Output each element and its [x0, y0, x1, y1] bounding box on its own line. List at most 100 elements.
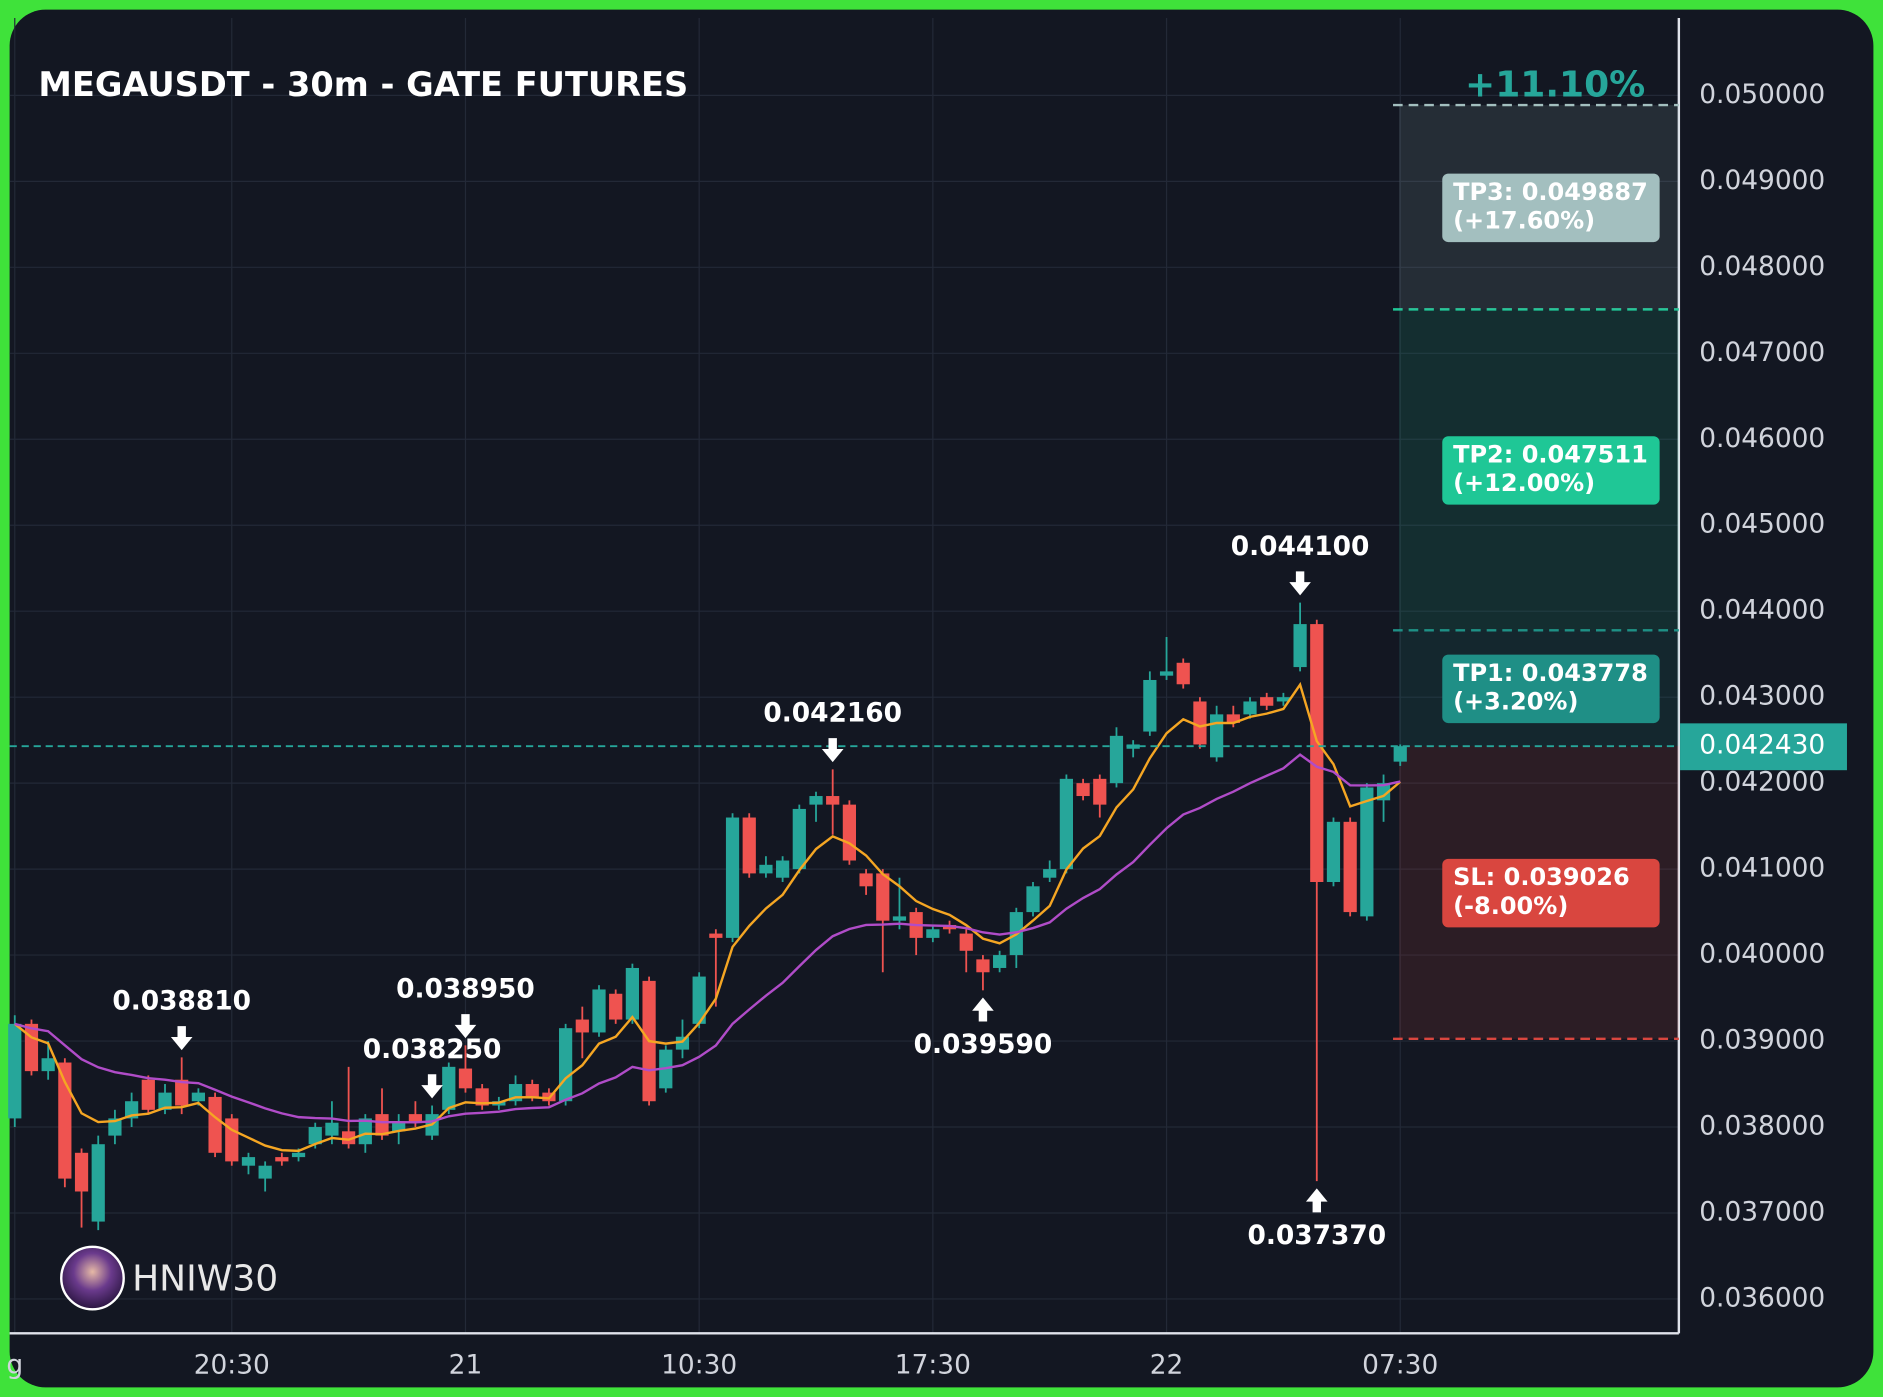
annotation-arrow	[170, 1026, 193, 1051]
candle-body	[208, 1096, 222, 1153]
candle-body	[842, 804, 856, 861]
y-tick-label: 0.037000	[1699, 1196, 1825, 1227]
candle-body	[358, 1118, 372, 1145]
candle-body	[191, 1092, 205, 1102]
candle-body	[592, 989, 606, 1033]
level-note: (+3.20%)	[1453, 688, 1578, 716]
candle-body	[158, 1092, 172, 1110]
candle-body	[325, 1122, 339, 1136]
moving-average	[14, 681, 1402, 1153]
candle-body	[1143, 679, 1157, 732]
candle-body	[1276, 697, 1290, 702]
y-tick-label: 0.046000	[1699, 423, 1825, 454]
level-label: TP3: 0.049887	[1453, 178, 1648, 206]
level-box	[1442, 654, 1660, 724]
candle-body	[175, 1079, 189, 1106]
candle-body	[1326, 821, 1341, 883]
candle-body	[375, 1114, 389, 1136]
annotation-arrow	[1305, 1188, 1328, 1213]
candle-body	[442, 1066, 456, 1110]
level-label: TP1: 0.043778	[1453, 659, 1648, 687]
candle-body	[342, 1131, 356, 1145]
last-price-label: 0.042430	[1699, 730, 1825, 761]
candle-body	[1026, 886, 1040, 913]
y-tick-label: 0.043000	[1699, 681, 1825, 712]
candle-body	[1109, 735, 1124, 784]
y-tick-label: 0.040000	[1699, 939, 1825, 970]
candle-body	[24, 1023, 39, 1072]
candle-body	[225, 1118, 239, 1162]
candle-body	[625, 967, 639, 1020]
x-tick-label: 20:30	[194, 1349, 270, 1380]
candle-body	[876, 873, 890, 921]
x-tick-label: 22	[1150, 1349, 1184, 1380]
candle-body	[976, 959, 990, 973]
candle-body	[41, 1058, 55, 1072]
level-box	[1442, 436, 1660, 505]
candle-body	[792, 808, 806, 870]
x-tick-label: 07:30	[1362, 1349, 1438, 1380]
candle-body	[1043, 869, 1057, 878]
annotation-label: 0.044100	[1231, 531, 1370, 562]
candle-body	[1293, 624, 1307, 668]
candle-body	[993, 955, 1007, 968]
candle-body	[776, 860, 790, 878]
candle-body	[308, 1127, 322, 1145]
candle-body	[942, 924, 957, 930]
candle-body	[709, 933, 723, 938]
candle-body	[575, 1019, 589, 1033]
x-tick-label: 21	[449, 1349, 483, 1380]
level-label: TP2: 0.047511	[1453, 440, 1648, 468]
candle-body	[609, 993, 623, 1020]
candle-body	[1360, 787, 1374, 917]
level-note: (+17.60%)	[1453, 207, 1595, 235]
candle-body	[392, 1122, 406, 1132]
watermark-avatar	[60, 1245, 125, 1311]
candle-body	[141, 1079, 155, 1110]
level-label: SL: 0.039026	[1453, 863, 1630, 891]
x-tick-label: 17:30	[895, 1349, 971, 1380]
y-tick-label: 0.036000	[1699, 1282, 1825, 1313]
annotation-arrow	[421, 1074, 443, 1099]
y-tick-label: 0.047000	[1699, 337, 1825, 368]
candle-body	[1076, 783, 1090, 797]
level-box	[1442, 173, 1660, 243]
annotation-arrow	[1289, 571, 1311, 596]
candle-body	[1310, 624, 1324, 883]
candle-body	[1243, 701, 1257, 715]
candle-body	[809, 796, 823, 805]
candle-body	[742, 817, 756, 874]
watermark: HNIW30	[132, 1258, 278, 1299]
candle-body	[1193, 701, 1207, 745]
y-tick-label: 0.038000	[1699, 1111, 1825, 1142]
y-tick-label: 0.050000	[1699, 79, 1825, 110]
candle-body	[1159, 671, 1174, 676]
y-tick-label: 0.039000	[1699, 1025, 1825, 1056]
candle-body	[675, 1036, 690, 1050]
chart-title: MEGAUSDT - 30m - GATE FUTURES	[38, 65, 688, 104]
candle-body	[892, 916, 907, 921]
candle-body	[1343, 821, 1357, 913]
annotation-label: 0.038950	[396, 974, 535, 1005]
annotation-label: 0.037370	[1247, 1220, 1386, 1251]
x-tick-label: 10:30	[661, 1349, 737, 1380]
candle-body	[458, 1068, 473, 1089]
candle-body	[1093, 778, 1107, 805]
y-tick-label: 0.041000	[1699, 853, 1825, 884]
chart-background	[9, 9, 1874, 1388]
candle-body	[692, 976, 706, 1024]
y-tick-label: 0.042000	[1699, 767, 1825, 798]
annotation-arrow	[454, 1014, 477, 1039]
y-tick-label: 0.045000	[1699, 509, 1825, 540]
y-tick-label: 0.049000	[1699, 165, 1825, 196]
candle-body	[275, 1157, 289, 1162]
annotation-label: 0.038810	[112, 986, 251, 1017]
candle-body	[1059, 778, 1073, 870]
level-note: (-8.00%)	[1453, 892, 1568, 920]
candle-body	[1210, 714, 1224, 758]
last-price-tag	[1680, 723, 1847, 771]
candle-body	[58, 1062, 72, 1179]
candle-body	[258, 1165, 272, 1179]
